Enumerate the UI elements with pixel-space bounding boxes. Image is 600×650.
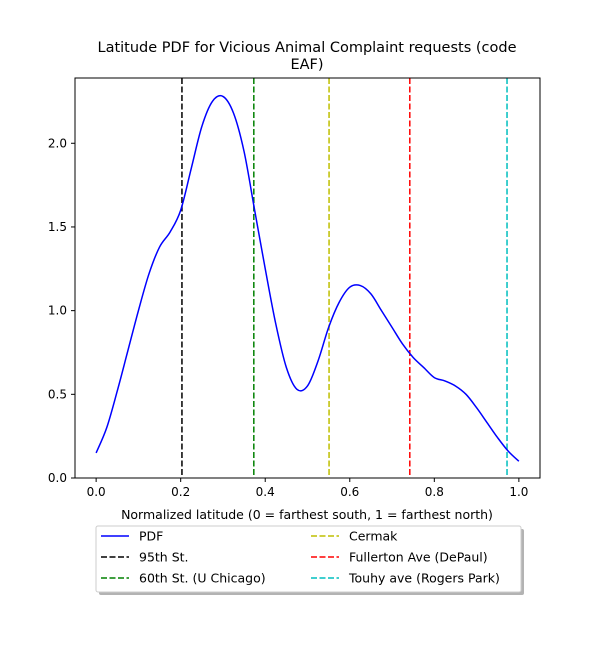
- y-tick-label-3: 1.5: [48, 220, 67, 234]
- plot-frame: [74, 77, 541, 479]
- x-axis-label: Normalized latitude (0 = farthest south,…: [121, 507, 493, 522]
- series-line-0: [95, 94, 520, 462]
- y-tick-label-4: 2.0: [48, 136, 67, 150]
- x-axis: 0.0 0.2 0.4 0.6 0.8 1.0: [87, 478, 528, 499]
- series-layer: [95, 94, 520, 462]
- y-tick-label-0: 0.0: [48, 471, 67, 485]
- chart-title-line-2: EAF): [290, 57, 323, 73]
- y-tick-label-1: 0.5: [48, 387, 67, 401]
- legend-label-2: 95th St.: [139, 550, 189, 565]
- legend-box: [95, 525, 522, 593]
- legend: PDF Cermak 95th St. Fullerton Ave (DePaul) 6…: [101, 529, 500, 586]
- x-tick-label-4: 0.8: [425, 485, 444, 499]
- x-tick-label-2: 0.4: [256, 485, 275, 499]
- legend-label-3: Fullerton Ave (DePaul): [349, 550, 488, 565]
- y-tick-label-2: 1.0: [48, 304, 67, 318]
- y-axis: 0.0 0.5 1.0 1.5 2.0: [48, 136, 75, 485]
- reference-lines: [181, 78, 508, 478]
- x-tick-label-5: 1.0: [509, 485, 528, 499]
- legend-label-4: 60th St. (U Chicago): [139, 571, 266, 586]
- chart-title-line-1: Latitude PDF for Vicious Animal Complain…: [98, 40, 517, 56]
- legend-label-0: PDF: [139, 529, 163, 544]
- legend-label-5: Touhy ave (Rogers Park): [348, 571, 500, 586]
- legend-label-1: Cermak: [349, 529, 398, 544]
- x-tick-label-0: 0.0: [87, 485, 106, 499]
- x-tick-label-1: 0.2: [171, 485, 190, 499]
- x-tick-label-3: 0.6: [340, 485, 359, 499]
